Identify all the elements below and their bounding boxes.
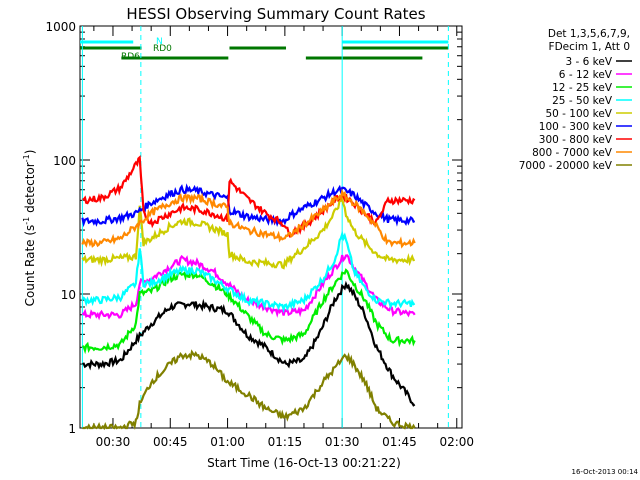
legend-label-12-25-kev: 12 - 25 keV xyxy=(552,82,613,94)
series-100-300-kev-line xyxy=(81,183,416,228)
x-axis-label: Start Time (16-Oct-13 00:21:22) xyxy=(207,456,401,470)
timestamp-label: 16-Oct-2013 00:14 xyxy=(572,468,639,476)
flag-label-rd6: RD6 xyxy=(121,52,140,62)
legend-label-7000-20000-kev: 7000 - 20000 keV xyxy=(519,160,613,172)
x-tick-label: 01:30 xyxy=(325,435,360,449)
y-tick-label: 1000 xyxy=(45,20,76,34)
y-axis-label-mid: detector xyxy=(23,162,37,217)
legend-header-line-1: Det 1,3,5,6,7,9, xyxy=(548,28,630,40)
y-tick-label: 100 xyxy=(53,154,76,168)
chart-title: HESSI Observing Summary Count Rates xyxy=(126,5,425,23)
y-axis-label-sup2: -1 xyxy=(22,154,31,162)
legend-header-line-2: FDecim 1, Att 0 xyxy=(549,41,630,53)
legend-label-300-800-kev: 300 - 800 keV xyxy=(539,134,613,146)
y-axis-label: Count Rate (s-1 detector-1) xyxy=(22,150,37,307)
legend-label-100-300-kev: 100 - 300 keV xyxy=(539,121,613,133)
series-7000-20000-kev-line xyxy=(82,349,416,431)
series-300-800-kev-line xyxy=(82,155,416,238)
legend-label-800-7000-kev: 800 - 7000 keV xyxy=(532,147,613,159)
x-tick-label: 01:45 xyxy=(382,435,417,449)
series-25-50-kev-line xyxy=(81,230,416,314)
x-tick-label: 02:00 xyxy=(439,435,474,449)
tick-labels: 1 10 100 1000 00:30 00:45 01:00 01:15 01:30 01:45… xyxy=(45,20,474,449)
y-tick-label: 10 xyxy=(61,288,76,302)
plot-frame xyxy=(79,25,463,429)
series-3-6-kev-line xyxy=(82,280,416,407)
flag-label-n: N xyxy=(156,37,163,47)
series-12-25-kev-line xyxy=(81,268,416,355)
y-axis-label-end: ) xyxy=(23,150,37,155)
series-800-7000-kev-line xyxy=(81,188,416,249)
legend: Det 1,3,5,6,7,9, FDecim 1, Att 0 3 - 6 k… xyxy=(519,28,632,172)
legend-label-3-6-kev: 3 - 6 keV xyxy=(565,56,612,68)
plot-axes xyxy=(79,25,463,429)
legend-label-25-50-kev: 25 - 50 keV xyxy=(552,95,613,107)
chart-title-group: HESSI Observing Summary Count Rates xyxy=(126,5,425,23)
x-tick-label: 01:15 xyxy=(268,435,303,449)
legend-label-6-12-kev: 6 - 12 keV xyxy=(559,69,613,81)
series-lines xyxy=(81,155,416,431)
series-50-100-kev-line xyxy=(81,196,415,270)
x-tick-label: 00:45 xyxy=(153,435,188,449)
x-tick-label: 00:30 xyxy=(96,435,131,449)
x-tick-label: 01:00 xyxy=(210,435,245,449)
legend-label-50-100-kev: 50 - 100 keV xyxy=(545,108,612,120)
y-tick-label: 1 xyxy=(68,422,76,436)
flag-label-rd0: RD0 xyxy=(153,44,172,54)
y-axis-label-main: Count Rate (s xyxy=(23,225,37,307)
y-axis-label-sup1: -1 xyxy=(22,217,31,225)
